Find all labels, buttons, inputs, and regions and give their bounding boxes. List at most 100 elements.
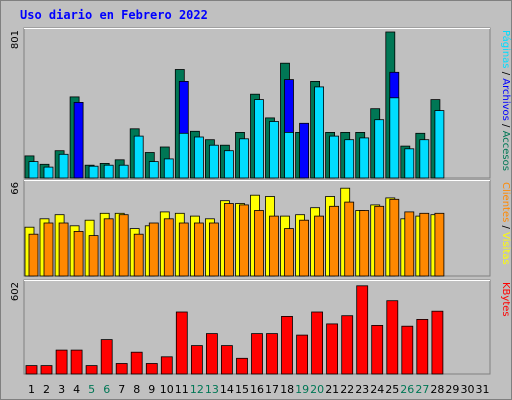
x-tick-label-6: 6 bbox=[103, 383, 110, 396]
bar-pages-day-16 bbox=[254, 99, 264, 179]
bar-traffic-day-22 bbox=[341, 315, 354, 375]
bar-clients-day-21 bbox=[329, 205, 340, 277]
bar-pages-day-5 bbox=[88, 165, 99, 179]
bar-files-day-19 bbox=[299, 122, 310, 179]
x-tick-label-11: 11 bbox=[175, 383, 189, 396]
bar-clients-day-8 bbox=[133, 233, 144, 277]
x-tick-label-2: 2 bbox=[43, 383, 50, 396]
bar-traffic-day-18 bbox=[281, 315, 293, 375]
bar-traffic-day-23 bbox=[356, 285, 369, 375]
bar-clients-day-25 bbox=[389, 198, 400, 277]
x-tick-label-22: 22 bbox=[340, 383, 354, 396]
bar-pages-day-1 bbox=[28, 161, 39, 179]
bar-clients-day-7 bbox=[118, 214, 129, 277]
bar-traffic-day-4 bbox=[70, 349, 83, 375]
x-tick-label-16: 16 bbox=[250, 383, 264, 396]
bar-pages-day-3 bbox=[58, 153, 69, 179]
x-tick-label-9: 9 bbox=[148, 383, 155, 396]
bar-clients-day-3 bbox=[58, 222, 69, 277]
bar-traffic-day-20 bbox=[311, 311, 324, 375]
bar-clients-day-22 bbox=[344, 201, 355, 277]
bar-pages-day-13 bbox=[208, 144, 219, 179]
x-tick-label-27: 27 bbox=[415, 383, 429, 396]
x-tick-label-8: 8 bbox=[133, 383, 140, 396]
bar-clients-day-15 bbox=[239, 204, 249, 277]
bar-pages-day-20 bbox=[314, 86, 325, 179]
x-tick-label-10: 10 bbox=[160, 383, 174, 396]
bar-pages-day-9 bbox=[148, 161, 159, 179]
bar-pages-day-2 bbox=[43, 166, 54, 179]
bar-pages-day-26 bbox=[404, 148, 415, 179]
legend-entry-Visitas: Visitas bbox=[500, 229, 511, 265]
bar-pages-day-11 bbox=[178, 132, 189, 179]
x-tick-label-23: 23 bbox=[355, 383, 369, 396]
bar-traffic-day-3 bbox=[55, 349, 68, 375]
x-tick-label-21: 21 bbox=[325, 383, 339, 396]
bar-clients-day-19 bbox=[299, 219, 310, 277]
bar-clients-day-9 bbox=[148, 222, 159, 277]
bar-clients-day-18 bbox=[284, 228, 294, 277]
bar-clients-day-28 bbox=[434, 212, 445, 277]
bar-traffic-day-28 bbox=[431, 310, 444, 375]
legend-entry-: / bbox=[500, 222, 511, 229]
bar-traffic-day-19 bbox=[296, 334, 309, 375]
bar-traffic-day-26 bbox=[401, 325, 414, 375]
bar-pages-day-28 bbox=[434, 110, 445, 179]
bar-traffic-day-2 bbox=[40, 365, 53, 375]
bar-traffic-day-21 bbox=[326, 323, 339, 375]
bar-pages-day-6 bbox=[103, 164, 114, 179]
x-tick-label-14: 14 bbox=[220, 383, 234, 396]
bar-clients-day-1 bbox=[28, 233, 39, 277]
bar-clients-day-16 bbox=[254, 210, 264, 277]
bar-traffic-day-7 bbox=[115, 363, 128, 375]
bar-pages-day-7 bbox=[118, 164, 129, 179]
bar-pages-day-17 bbox=[269, 121, 279, 179]
ymax-label-middle: 66 bbox=[10, 182, 21, 195]
chart-title: Uso diario en Febrero 2022 bbox=[20, 8, 208, 22]
legend-entry-: / bbox=[500, 69, 511, 76]
bar-traffic-day-5 bbox=[85, 365, 98, 375]
legend-top: Páginas / Archivos / Accesos bbox=[500, 30, 512, 171]
bar-clients-day-6 bbox=[103, 218, 114, 277]
bar-traffic-day-6 bbox=[100, 339, 113, 375]
x-tick-label-31: 31 bbox=[476, 383, 490, 396]
bar-files-day-4 bbox=[73, 102, 84, 179]
x-tick-label-29: 29 bbox=[445, 383, 459, 396]
ymax-label-top: 801 bbox=[10, 30, 21, 49]
bar-pages-day-8 bbox=[133, 135, 144, 179]
legend-entry-Pginas: Páginas bbox=[500, 30, 512, 69]
x-tick-label-26: 26 bbox=[400, 383, 414, 396]
bar-traffic-day-15 bbox=[236, 357, 248, 375]
bar-pages-day-27 bbox=[419, 139, 430, 179]
bar-pages-day-18 bbox=[284, 131, 294, 179]
legend-entry-Clientes: Clientes bbox=[500, 182, 511, 222]
bar-traffic-day-10 bbox=[160, 356, 173, 375]
bar-traffic-day-24 bbox=[371, 324, 384, 375]
bar-traffic-day-11 bbox=[175, 311, 188, 375]
legend-middle: Clientes / Visitas bbox=[500, 182, 511, 265]
bar-clients-day-14 bbox=[223, 203, 234, 277]
bar-clients-day-27 bbox=[419, 212, 430, 277]
bar-clients-day-24 bbox=[374, 205, 385, 277]
legend-entry-Accesos: Accesos bbox=[500, 127, 511, 171]
bar-clients-day-26 bbox=[404, 211, 415, 277]
x-tick-label-19: 19 bbox=[295, 383, 309, 396]
x-tick-label-5: 5 bbox=[88, 383, 95, 396]
x-tick-label-24: 24 bbox=[370, 383, 384, 396]
bar-traffic-day-25 bbox=[386, 300, 399, 375]
x-tick-label-30: 30 bbox=[461, 383, 475, 396]
x-tick-label-17: 17 bbox=[265, 383, 279, 396]
x-tick-label-20: 20 bbox=[310, 383, 324, 396]
bar-pages-day-14 bbox=[223, 150, 234, 179]
bar-traffic-day-9 bbox=[145, 363, 158, 375]
bar-traffic-day-27 bbox=[416, 318, 429, 375]
x-tick-label-3: 3 bbox=[58, 383, 65, 396]
bar-traffic-day-12 bbox=[190, 345, 203, 375]
legend-entry-Archivos: Archivos bbox=[500, 75, 511, 121]
bar-clients-day-23 bbox=[359, 210, 370, 277]
bar-traffic-day-8 bbox=[130, 351, 143, 375]
x-tick-label-1: 1 bbox=[28, 383, 35, 396]
x-tick-label-15: 15 bbox=[235, 383, 249, 396]
bar-pages-day-15 bbox=[239, 138, 249, 179]
bar-pages-day-25 bbox=[389, 97, 400, 179]
